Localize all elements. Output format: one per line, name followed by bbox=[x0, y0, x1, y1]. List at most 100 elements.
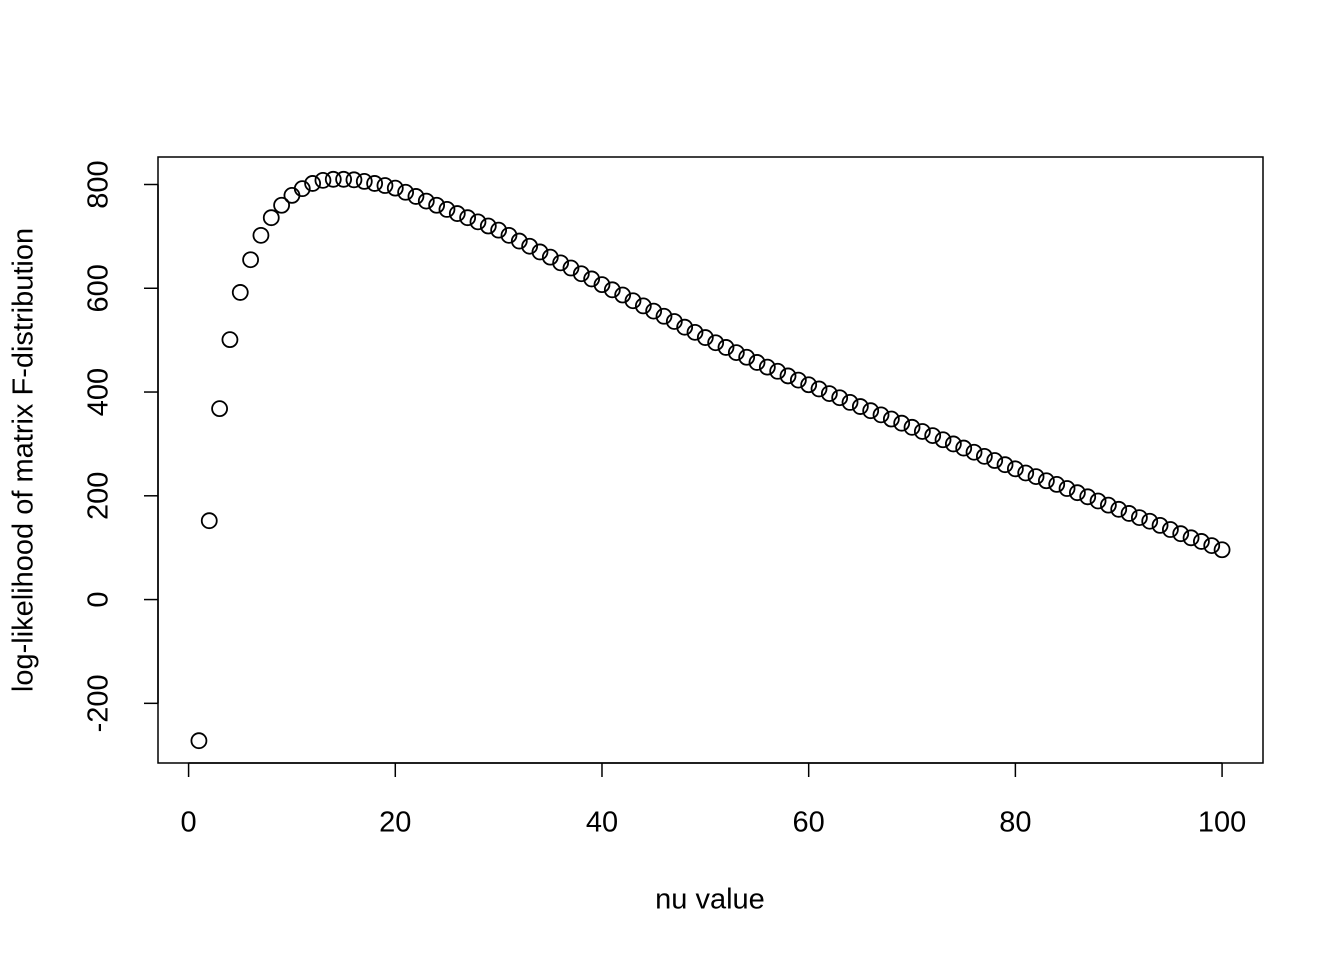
point bbox=[1079, 488, 1097, 506]
point bbox=[211, 400, 228, 418]
point bbox=[810, 380, 828, 398]
x-tick-label: 40 bbox=[586, 807, 618, 839]
point bbox=[986, 452, 1004, 469]
point bbox=[572, 265, 590, 283]
point bbox=[283, 186, 301, 204]
point bbox=[541, 248, 559, 266]
point bbox=[738, 348, 756, 366]
point bbox=[221, 331, 239, 349]
point bbox=[438, 201, 456, 218]
point bbox=[459, 209, 477, 227]
point bbox=[417, 192, 435, 210]
point bbox=[1058, 480, 1076, 497]
point bbox=[562, 259, 580, 277]
point bbox=[789, 371, 807, 389]
point bbox=[686, 323, 704, 341]
point bbox=[913, 423, 931, 440]
point bbox=[955, 439, 973, 457]
point bbox=[376, 177, 394, 194]
point bbox=[231, 284, 249, 301]
point bbox=[500, 226, 518, 244]
point bbox=[273, 196, 291, 214]
point bbox=[1172, 525, 1190, 543]
y-tick-label: 0 bbox=[83, 591, 115, 607]
point bbox=[252, 226, 270, 244]
y-tick-label: 600 bbox=[83, 264, 115, 312]
point bbox=[1213, 541, 1231, 559]
x-tick-label: 20 bbox=[379, 807, 411, 839]
x-tick-label: 0 bbox=[181, 807, 197, 839]
point bbox=[924, 427, 942, 445]
point bbox=[676, 318, 694, 336]
point bbox=[696, 329, 714, 346]
point bbox=[304, 175, 322, 192]
point bbox=[882, 410, 900, 428]
point bbox=[490, 221, 508, 239]
point bbox=[1203, 537, 1221, 555]
point bbox=[1068, 484, 1086, 502]
point bbox=[200, 512, 218, 530]
point bbox=[944, 435, 962, 453]
point bbox=[469, 213, 487, 231]
point bbox=[655, 307, 673, 325]
point bbox=[1141, 512, 1159, 530]
point bbox=[583, 270, 601, 288]
point bbox=[1099, 496, 1117, 514]
point bbox=[262, 209, 280, 227]
point bbox=[603, 281, 621, 299]
point bbox=[1027, 468, 1045, 486]
y-tick-label: 200 bbox=[83, 472, 115, 520]
point bbox=[1037, 472, 1055, 490]
point bbox=[727, 344, 745, 362]
point bbox=[1182, 529, 1200, 547]
point bbox=[366, 175, 384, 192]
point bbox=[521, 237, 539, 255]
y-tick-label: 400 bbox=[83, 368, 115, 416]
point bbox=[996, 456, 1014, 474]
x-tick-label: 60 bbox=[793, 807, 825, 839]
point bbox=[831, 389, 849, 407]
point bbox=[1161, 521, 1179, 538]
point bbox=[769, 362, 787, 380]
point bbox=[531, 243, 549, 261]
point bbox=[975, 447, 993, 465]
y-tick-label: 800 bbox=[83, 160, 115, 208]
point bbox=[665, 313, 683, 330]
point bbox=[190, 732, 208, 750]
point bbox=[758, 358, 776, 376]
point bbox=[1017, 464, 1035, 482]
point bbox=[779, 367, 797, 385]
point bbox=[1048, 475, 1066, 493]
point bbox=[448, 205, 466, 222]
point bbox=[800, 376, 818, 394]
point bbox=[965, 443, 983, 461]
point bbox=[510, 232, 528, 250]
y-tick-label: -200 bbox=[83, 674, 115, 732]
point bbox=[355, 172, 373, 190]
point bbox=[624, 292, 642, 310]
point bbox=[893, 414, 911, 432]
point bbox=[1193, 533, 1210, 550]
point bbox=[293, 180, 311, 198]
point bbox=[314, 171, 332, 189]
point bbox=[717, 339, 735, 356]
point bbox=[552, 254, 570, 272]
point bbox=[820, 385, 838, 402]
point bbox=[407, 188, 425, 205]
point bbox=[386, 179, 404, 197]
plot-frame bbox=[157, 156, 1264, 764]
point bbox=[872, 406, 890, 424]
point bbox=[851, 398, 869, 415]
point bbox=[428, 196, 446, 214]
x-axis-title: nu value bbox=[655, 884, 765, 916]
point bbox=[934, 431, 952, 449]
point bbox=[593, 276, 611, 294]
point bbox=[645, 302, 663, 320]
point bbox=[1110, 500, 1128, 518]
point bbox=[841, 394, 859, 411]
point bbox=[1151, 516, 1169, 534]
x-tick-label: 80 bbox=[999, 807, 1031, 839]
point bbox=[1006, 460, 1024, 478]
point bbox=[1130, 509, 1148, 526]
